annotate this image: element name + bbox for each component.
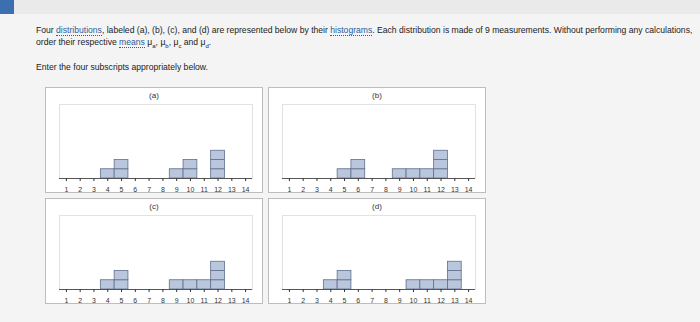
svg-text:8: 8	[161, 186, 165, 192]
svg-text:7: 7	[147, 186, 151, 192]
svg-text:1: 1	[287, 297, 291, 303]
svg-text:13: 13	[228, 186, 236, 192]
svg-text:1: 1	[64, 297, 68, 303]
svg-text:6: 6	[356, 297, 360, 303]
svg-text:10: 10	[187, 297, 195, 303]
svg-text:10: 10	[410, 186, 418, 192]
svg-text:10: 10	[410, 297, 418, 303]
svg-text:6: 6	[356, 186, 360, 192]
svg-text:4: 4	[329, 186, 333, 192]
svg-text:1: 1	[64, 186, 68, 192]
svg-text:8: 8	[161, 297, 165, 303]
svg-text:14: 14	[242, 186, 250, 192]
svg-text:9: 9	[398, 186, 402, 192]
html-text:(d): (d)	[372, 202, 382, 211]
svg-text:7: 7	[370, 297, 374, 303]
svg-text:12: 12	[214, 297, 222, 303]
svg-text:1: 1	[287, 186, 291, 192]
svg-text:11: 11	[424, 297, 431, 303]
svg-text:11: 11	[424, 186, 431, 192]
svg-text:3: 3	[92, 186, 96, 192]
svg-text:5: 5	[120, 186, 124, 192]
svg-text:12: 12	[437, 297, 445, 303]
svg-text:7: 7	[147, 297, 151, 303]
svg-text:13: 13	[228, 297, 236, 303]
svg-text:4: 4	[329, 297, 333, 303]
svg-text:5: 5	[343, 297, 347, 303]
svg-text:3: 3	[92, 297, 96, 303]
svg-text:14: 14	[465, 186, 473, 192]
svg-text:6: 6	[133, 297, 137, 303]
html-text:(b): (b)	[372, 91, 382, 100]
html-text:(c): (c)	[149, 202, 159, 211]
svg-text:2: 2	[301, 186, 305, 192]
svg-text:11: 11	[201, 297, 208, 303]
svg-text:11: 11	[201, 186, 208, 192]
svg-text:8: 8	[384, 297, 388, 303]
svg-text:4: 4	[106, 186, 110, 192]
svg-text:13: 13	[451, 297, 459, 303]
svg-text:3: 3	[315, 297, 319, 303]
svg-text:13: 13	[451, 186, 459, 192]
svg-text:12: 12	[437, 186, 445, 192]
svg-text:12: 12	[214, 186, 222, 192]
svg-text:14: 14	[242, 297, 250, 303]
svg-text:6: 6	[133, 186, 137, 192]
svg-text:5: 5	[343, 186, 347, 192]
svg-text:2: 2	[301, 297, 305, 303]
svg-text:14: 14	[465, 297, 473, 303]
svg-text:5: 5	[120, 297, 124, 303]
svg-text:4: 4	[106, 297, 110, 303]
html-text:(a): (a)	[149, 91, 159, 100]
svg-text:10: 10	[187, 186, 195, 192]
svg-text:7: 7	[370, 186, 374, 192]
svg-text:2: 2	[78, 297, 82, 303]
svg-text:9: 9	[175, 186, 179, 192]
svg-text:9: 9	[398, 297, 402, 303]
svg-text:2: 2	[78, 186, 82, 192]
svg-text:8: 8	[384, 186, 388, 192]
svg-text:3: 3	[315, 186, 319, 192]
html-text:Enter the four subscripts appr: Enter the four subscripts appropriately …	[36, 62, 208, 72]
svg-text:9: 9	[175, 297, 179, 303]
html-text:Four distributions, labeled (a: Four distributions, labeled (a), (b), (c…	[36, 25, 693, 49]
